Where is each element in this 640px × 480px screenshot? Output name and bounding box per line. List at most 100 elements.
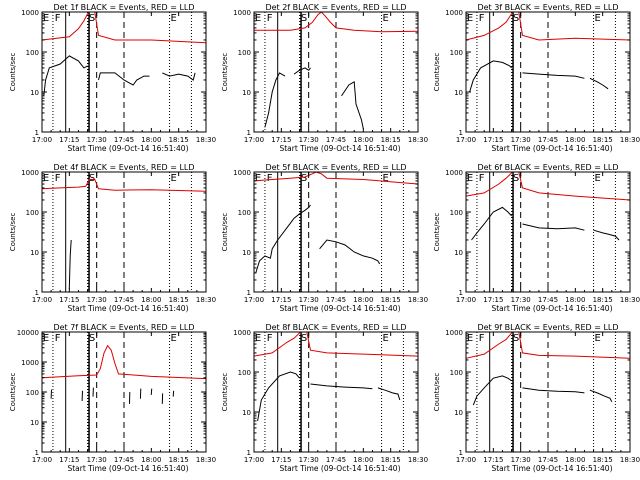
events-series-line [162,72,196,81]
events-series-line [377,387,401,401]
marker-letter: S [513,173,519,184]
x-tick-label: 18:15 [169,296,189,304]
x-tick-label: 18:30 [408,456,428,464]
marker-letter: S [301,13,307,24]
x-tick-label: 18:30 [620,456,640,464]
panel-title: Det 3f BLACK = Events, RED = LLD [477,3,618,12]
x-axis-label: Start Time (09-Oct-14 16:51:40) [67,464,188,473]
marker-letter: E [170,333,176,344]
marker-letter: F [267,333,273,344]
marker-letter: E [382,333,388,344]
y-tick-label: 10 [454,89,463,97]
x-tick-label: 17:30 [299,296,319,304]
y-tick-label: 100 [26,209,39,217]
x-tick-label: 18:00 [353,136,373,144]
y-tick-label: 1 [247,449,251,457]
x-tick-label: 17:00 [32,456,52,464]
marker-letter: F [479,13,485,24]
panel-det-6f: E F S E17:00 17:15 17:30 17:45 18:00 18:15 18:301… [433,163,640,313]
y-tick-label: 100 [450,209,463,217]
x-tick-label: 17:15 [59,136,79,144]
x-tick-label: 17:45 [326,136,346,144]
y-tick-label: 100 [238,49,251,57]
marker-letter: E [170,13,176,24]
x-tick-label: 18:15 [381,456,401,464]
x-tick-label: 17:00 [456,296,476,304]
x-tick-label: 18:30 [408,296,428,304]
x-tick-label: 17:15 [271,456,291,464]
marker-letter: S [89,173,95,184]
y-tick-label: 1000 [445,169,463,177]
x-tick-label: 18:30 [620,296,640,304]
panel-det-4f: E F S E17:00 17:15 17:30 17:45 18:00 18:15 18:301… [9,163,216,313]
marker-letter: E [467,333,473,344]
marker-letter: E [255,13,261,24]
marker-letter: E [382,173,388,184]
y-tick-label: 1 [459,129,463,137]
panel-det-7f: E F S E17:00 17:15 17:30 17:45 18:00 18:15 18:301… [9,323,216,473]
marker-letter: F [479,173,485,184]
x-tick-label: 17:45 [538,456,558,464]
x-tick-label: 18:15 [381,136,401,144]
marker-letter: S [513,333,519,344]
x-tick-label: 17:15 [59,456,79,464]
y-tick-label: 10 [30,249,39,257]
panel-title: Det 4f BLACK = Events, RED = LLD [53,163,194,172]
x-axis-label: Start Time (09-Oct-14 16:51:40) [67,304,188,313]
marker-letter: S [513,13,519,24]
marker-letter: F [55,333,61,344]
x-tick-label: 17:30 [511,136,531,144]
events-series-line [310,383,373,390]
marker-letter: F [479,333,485,344]
events-series-line [98,72,150,86]
y-tick-label: 1000 [233,9,251,17]
y-tick-label: 1 [247,289,251,297]
marker-letter: E [467,13,473,24]
events-series-line [593,229,620,241]
x-tick-label: 17:15 [271,136,291,144]
x-tick-label: 18:15 [593,296,613,304]
y-tick-label: 1000 [233,329,251,337]
x-axis-label: Start Time (09-Oct-14 16:51:40) [279,144,400,153]
events-series-line [341,80,364,129]
x-tick-label: 17:00 [244,136,264,144]
x-tick-label: 18:30 [196,296,216,304]
events-series-line [471,206,512,241]
marker-letter: E [170,173,176,184]
marker-letter: E [594,13,600,24]
y-tick-label: 100 [26,49,39,57]
x-tick-label: 18:30 [620,136,640,144]
y-tick-label: 100 [450,369,463,377]
x-tick-label: 17:00 [32,136,52,144]
x-tick-label: 18:00 [353,456,373,464]
x-tick-label: 17:45 [114,296,134,304]
marker-letter: F [55,13,61,24]
x-tick-label: 17:00 [244,296,264,304]
lld-series-line [253,171,419,185]
x-tick-label: 17:30 [299,136,319,144]
y-tick-label: 1000 [445,9,463,17]
y-axis-label: Counts/sec [9,213,17,252]
y-tick-label: 1000 [21,9,39,17]
panel-title: Det 9f BLACK = Events, RED = LLD [477,323,618,332]
marker-letter: S [301,333,307,344]
marker-letter: E [43,13,49,24]
x-tick-label: 18:30 [196,456,216,464]
y-tick-label: 10 [454,409,463,417]
x-tick-label: 17:00 [456,136,476,144]
events-series-line [255,204,311,274]
x-tick-label: 18:00 [565,296,585,304]
x-tick-label: 18:15 [593,456,613,464]
y-axis-label: Counts/sec [221,213,229,252]
x-tick-label: 17:45 [114,456,134,464]
y-axis-label: Counts/sec [221,373,229,412]
marker-letter: E [594,333,600,344]
y-tick-label: 1 [247,129,251,137]
panel-title: Det 6f BLACK = Events, RED = LLD [477,163,618,172]
y-tick-label: 10 [242,409,251,417]
x-tick-label: 18:15 [381,296,401,304]
marker-letter: E [594,173,600,184]
x-tick-label: 17:00 [32,296,52,304]
lld-series-line [41,344,207,380]
